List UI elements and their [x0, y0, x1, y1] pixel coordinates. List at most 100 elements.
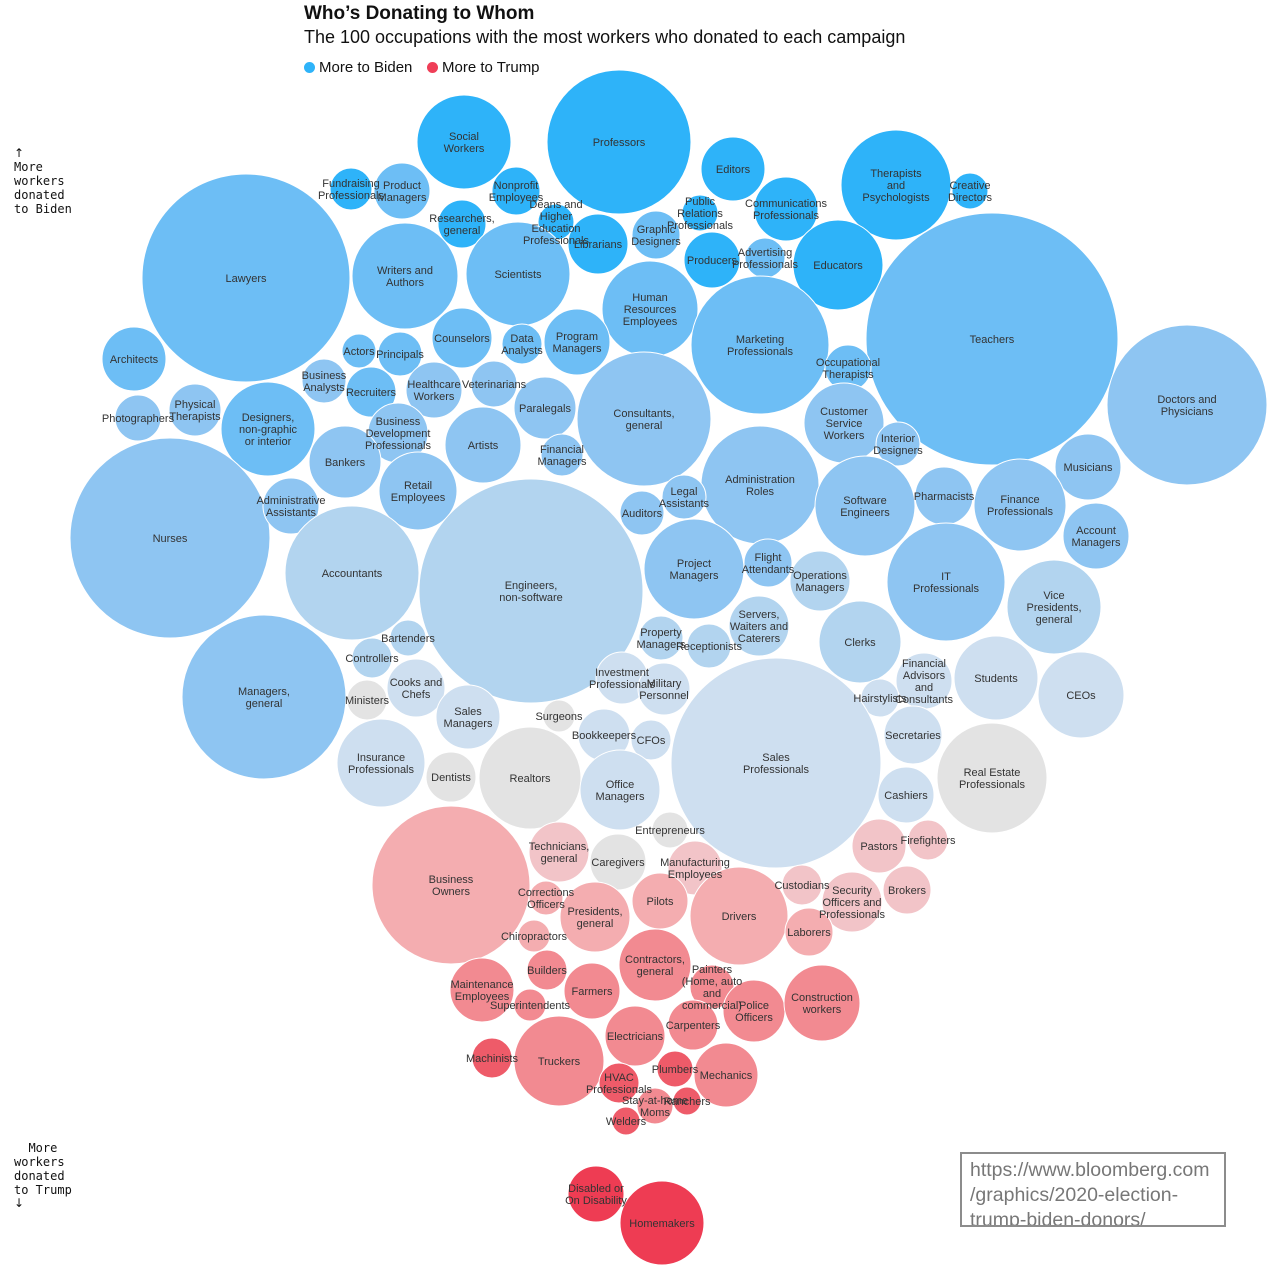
bubble-contractors-general[interactable]: [618, 928, 692, 1002]
bubble-product-managers[interactable]: [373, 162, 431, 220]
bubble-farmers[interactable]: [563, 962, 621, 1020]
bubble-technicians-general[interactable]: [528, 821, 590, 883]
bubble-military-personnel[interactable]: [637, 662, 691, 716]
bubble-construction-workers[interactable]: [783, 964, 861, 1042]
bubble-clerks[interactable]: [818, 600, 902, 684]
bubble-auditors[interactable]: [619, 490, 665, 536]
bubble-administrative-assistants[interactable]: [262, 477, 320, 535]
bubble-secretaries[interactable]: [883, 705, 943, 765]
bubble-bankers[interactable]: [308, 425, 382, 499]
bubble-musicians[interactable]: [1054, 433, 1122, 501]
bubble-healthcare-workers[interactable]: [405, 361, 463, 419]
bubble-corrections-officers[interactable]: [528, 880, 564, 916]
bubble-financial-managers[interactable]: [540, 433, 584, 477]
bubble-physical-therapists[interactable]: [168, 383, 222, 437]
bubble-communications-professionals[interactable]: [753, 176, 819, 242]
bubble-cashiers[interactable]: [877, 766, 935, 824]
bubble-carpenters[interactable]: [667, 999, 719, 1051]
bubble-cooks-and-chefs[interactable]: [386, 658, 446, 718]
bubble-ceos[interactable]: [1037, 651, 1125, 739]
bubble-social-workers[interactable]: [416, 94, 512, 190]
bubble-it-professionals[interactable]: [886, 522, 1006, 642]
bubble-doctors-and-physicians[interactable]: [1106, 324, 1268, 486]
bubble-graphic-designers[interactable]: [631, 210, 681, 260]
bubble-bartenders[interactable]: [389, 619, 427, 657]
bubble-finance-professionals[interactable]: [973, 458, 1067, 552]
bubble-operations-managers[interactable]: [789, 550, 851, 612]
bubble-machinists[interactable]: [471, 1037, 513, 1079]
bubble-paralegals[interactable]: [513, 376, 577, 440]
bubble-principals[interactable]: [377, 331, 423, 377]
bubble-account-managers[interactable]: [1062, 502, 1130, 570]
bubble-nonprofit-employees[interactable]: [491, 166, 541, 216]
bubble-real-estate-professionals[interactable]: [936, 722, 1048, 834]
bubble-dentists[interactable]: [425, 751, 477, 803]
bubble-sales-managers[interactable]: [435, 684, 501, 750]
bubble-artists[interactable]: [444, 406, 522, 484]
bubble-drivers[interactable]: [689, 866, 789, 966]
bubble-producers[interactable]: [683, 231, 741, 289]
bubble-servers-waiters-and-caterers[interactable]: [728, 595, 790, 657]
bubble-plumbers[interactable]: [656, 1050, 694, 1088]
bubble-veterinarians[interactable]: [470, 360, 518, 408]
bubble-property-managers[interactable]: [638, 615, 684, 661]
bubble-surgeons[interactable]: [542, 699, 576, 733]
bubble-data-analysts[interactable]: [501, 323, 543, 365]
bubble-ministers[interactable]: [346, 679, 388, 721]
bubble-editors[interactable]: [700, 136, 766, 202]
bubble-security-officers-and-professionals[interactable]: [821, 871, 883, 933]
bubble-professors[interactable]: [546, 69, 692, 215]
bubble-consultants-general[interactable]: [576, 351, 712, 487]
bubble-writers-and-authors[interactable]: [351, 222, 459, 330]
bubble-flight-attendants[interactable]: [743, 538, 793, 588]
bubble-lawyers[interactable]: [141, 173, 351, 383]
bubble-sales-professionals[interactable]: [670, 657, 882, 869]
bubble-managers-general[interactable]: [181, 614, 347, 780]
bubble-office-managers[interactable]: [579, 749, 661, 831]
bubble-presidents-general[interactable]: [559, 881, 631, 953]
bubble-welders[interactable]: [611, 1106, 641, 1136]
bubble-builders[interactable]: [526, 949, 568, 991]
bubble-controllers[interactable]: [351, 637, 393, 679]
bubble-public-relations-professionals[interactable]: [681, 194, 719, 232]
bubble-photographers[interactable]: [114, 394, 162, 442]
bubble-interior-designers[interactable]: [875, 421, 921, 467]
bubble-engineers-non-software[interactable]: [418, 478, 644, 704]
bubble-cfos[interactable]: [630, 719, 672, 761]
bubble-custodians[interactable]: [781, 864, 823, 906]
bubble-electricians[interactable]: [604, 1005, 666, 1067]
bubble-disabled-or-on-disability[interactable]: [567, 1165, 625, 1223]
bubble-chiropractors[interactable]: [517, 919, 551, 953]
bubble-stay-at-home-moms[interactable]: [636, 1087, 674, 1125]
bubble-legal-assistants[interactable]: [661, 474, 707, 520]
bubble-brokers[interactable]: [882, 865, 932, 915]
bubble-software-engineers[interactable]: [814, 455, 916, 557]
bubble-students[interactable]: [953, 635, 1039, 721]
bubble-hairstylists[interactable]: [860, 678, 900, 718]
bubble-pastors[interactable]: [851, 818, 907, 874]
bubble-educators[interactable]: [792, 219, 884, 311]
bubble-nurses[interactable]: [69, 437, 271, 639]
bubble-hvac-professionals[interactable]: [598, 1062, 640, 1104]
bubble-accountants[interactable]: [284, 505, 420, 641]
bubble-maintenance-employees[interactable]: [449, 957, 515, 1023]
bubble-superintendents[interactable]: [513, 988, 547, 1022]
bubble-actors[interactable]: [341, 333, 377, 369]
bubble-designers-non-graphic-or-interior[interactable]: [220, 381, 316, 477]
bubble-laborers[interactable]: [784, 907, 834, 957]
bubble-program-managers[interactable]: [543, 308, 611, 376]
bubble-realtors[interactable]: [478, 726, 582, 830]
bubble-fundraising-professionals[interactable]: [329, 167, 373, 211]
bubble-receptionists[interactable]: [686, 623, 732, 669]
bubble-truckers[interactable]: [513, 1015, 605, 1107]
bubble-marketing-professionals[interactable]: [690, 275, 830, 415]
bubble-creative-directors[interactable]: [951, 172, 989, 210]
bubble-teachers[interactable]: [865, 212, 1119, 466]
bubble-business-analysts[interactable]: [301, 358, 347, 404]
bubble-researchers-general[interactable]: [437, 199, 487, 249]
bubble-business-owners[interactable]: [371, 805, 531, 965]
bubble-mechanics[interactable]: [693, 1042, 759, 1108]
bubble-librarians[interactable]: [567, 213, 629, 275]
bubble-insurance-professionals[interactable]: [336, 718, 426, 808]
bubble-firefighters[interactable]: [907, 819, 949, 861]
